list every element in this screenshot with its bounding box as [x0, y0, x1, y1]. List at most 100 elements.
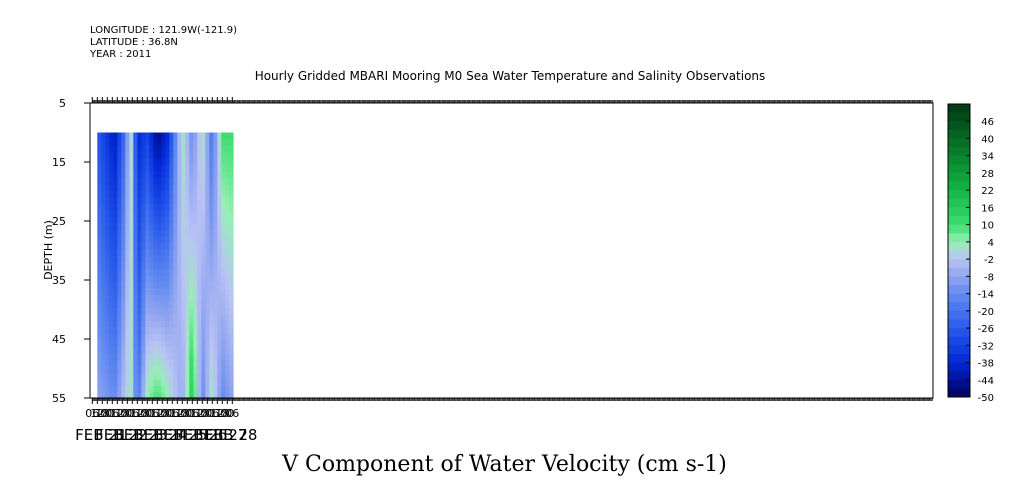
- heatmap-cell: [189, 275, 194, 283]
- heatmap-cell: [181, 210, 186, 218]
- heatmap-cell: [117, 243, 122, 250]
- heatmap-cell: [157, 347, 162, 354]
- heatmap-cell: [133, 236, 138, 244]
- heatmap-cell: [217, 165, 222, 172]
- heatmap-cell: [221, 353, 226, 361]
- heatmap-cell: [101, 249, 106, 257]
- heatmap-cell: [209, 269, 214, 276]
- heatmap-cell: [161, 282, 166, 289]
- heatmap-cell: [225, 392, 230, 400]
- heatmap-cell: [113, 386, 118, 393]
- heatmap-cell: [173, 132, 178, 140]
- heatmap-cell: [165, 256, 170, 263]
- heatmap-cell: [205, 158, 210, 166]
- heatmap-cell: [141, 132, 146, 140]
- heatmap-cell: [213, 132, 218, 140]
- x-tick-label: 06: [205, 407, 219, 420]
- heatmap-cell: [181, 288, 186, 296]
- heatmap-cell: [225, 145, 230, 153]
- heatmap-cell: [185, 223, 190, 231]
- heatmap-cell: [149, 340, 154, 348]
- heatmap-cell: [113, 256, 118, 263]
- heatmap-cell: [177, 282, 182, 289]
- heatmap-cell: [205, 295, 210, 302]
- heatmap-cell: [161, 204, 166, 211]
- heatmap-cell: [205, 334, 210, 341]
- heatmap-cell: [205, 288, 210, 296]
- heatmap-cell: [209, 223, 214, 231]
- heatmap-cell: [229, 301, 234, 309]
- heatmap-cell: [121, 327, 126, 335]
- heatmap-cell: [225, 256, 230, 263]
- heatmap-cell: [213, 269, 218, 276]
- heatmap-cell: [121, 197, 126, 205]
- heatmap-cell: [129, 360, 134, 367]
- heatmap-cell: [173, 256, 178, 263]
- heatmap-cell: [193, 256, 198, 263]
- heatmap-cell: [125, 158, 130, 166]
- heatmap-cell: [129, 152, 134, 159]
- heatmap-cell: [105, 197, 110, 205]
- heatmap-cell: [217, 197, 222, 205]
- heatmap-cell: [117, 340, 122, 348]
- heatmap-cell: [217, 171, 222, 179]
- heatmap-cell: [181, 347, 186, 354]
- heatmap-cell: [113, 314, 118, 322]
- heatmap-cell: [125, 236, 130, 244]
- heatmap-cell: [193, 223, 198, 231]
- heatmap-cell: [193, 236, 198, 244]
- heatmap-cell: [133, 379, 138, 387]
- heatmap-cell: [101, 295, 106, 302]
- heatmap-cell: [153, 256, 158, 263]
- heatmap-cell: [117, 282, 122, 289]
- x-tick-label: 00: [180, 407, 194, 420]
- heatmap-cell: [121, 275, 126, 283]
- heatmap-cell: [101, 184, 106, 192]
- heatmap-cell: [105, 334, 110, 341]
- heatmap-cell: [193, 308, 198, 315]
- heatmap-cell: [145, 217, 150, 224]
- heatmap-cell: [141, 314, 146, 322]
- heatmap-cell: [225, 386, 230, 393]
- heatmap-cell: [193, 392, 198, 400]
- heatmap-cell: [141, 269, 146, 276]
- heatmap-cell: [153, 139, 158, 146]
- heatmap-cell: [209, 386, 214, 393]
- heatmap-cell: [229, 379, 234, 387]
- heatmap-cell: [209, 340, 214, 348]
- heatmap-cell: [197, 347, 202, 354]
- heatmap-cell: [177, 223, 182, 231]
- heatmap-cell: [201, 165, 206, 172]
- heatmap-cell: [177, 314, 182, 322]
- heatmap-cell: [153, 171, 158, 179]
- heatmap-cell: [149, 165, 154, 172]
- heatmap-cell: [173, 295, 178, 302]
- x-tick-label: 12: [90, 407, 104, 420]
- heatmap-cell: [177, 373, 182, 380]
- heatmap-cell: [229, 165, 234, 172]
- heatmap-cell: [205, 204, 210, 211]
- heatmap-cell: [177, 217, 182, 224]
- heatmap-cell: [117, 132, 122, 140]
- heatmap-cell: [113, 353, 118, 361]
- heatmap-cell: [121, 321, 126, 328]
- heatmap-cell: [185, 184, 190, 192]
- heatmap-cell: [137, 139, 142, 146]
- heatmap-cell: [137, 178, 142, 185]
- heatmap-cell: [185, 282, 190, 289]
- heatmap-cell: [205, 282, 210, 289]
- heatmap-cell: [229, 132, 234, 140]
- heatmap-cell: [105, 379, 110, 387]
- heatmap-cell: [133, 262, 138, 270]
- heatmap-cell: [197, 373, 202, 380]
- heatmap-cell: [109, 334, 114, 341]
- colorbar-swatch: [948, 112, 970, 122]
- heatmap-cell: [153, 353, 158, 361]
- heatmap-cell: [169, 386, 174, 393]
- heatmap-cell: [97, 184, 102, 192]
- heatmap-cell: [213, 282, 218, 289]
- heatmap-cell: [129, 204, 134, 211]
- y-tick-label: 35: [52, 274, 66, 287]
- heatmap-cell: [105, 152, 110, 159]
- heatmap-cell: [141, 321, 146, 328]
